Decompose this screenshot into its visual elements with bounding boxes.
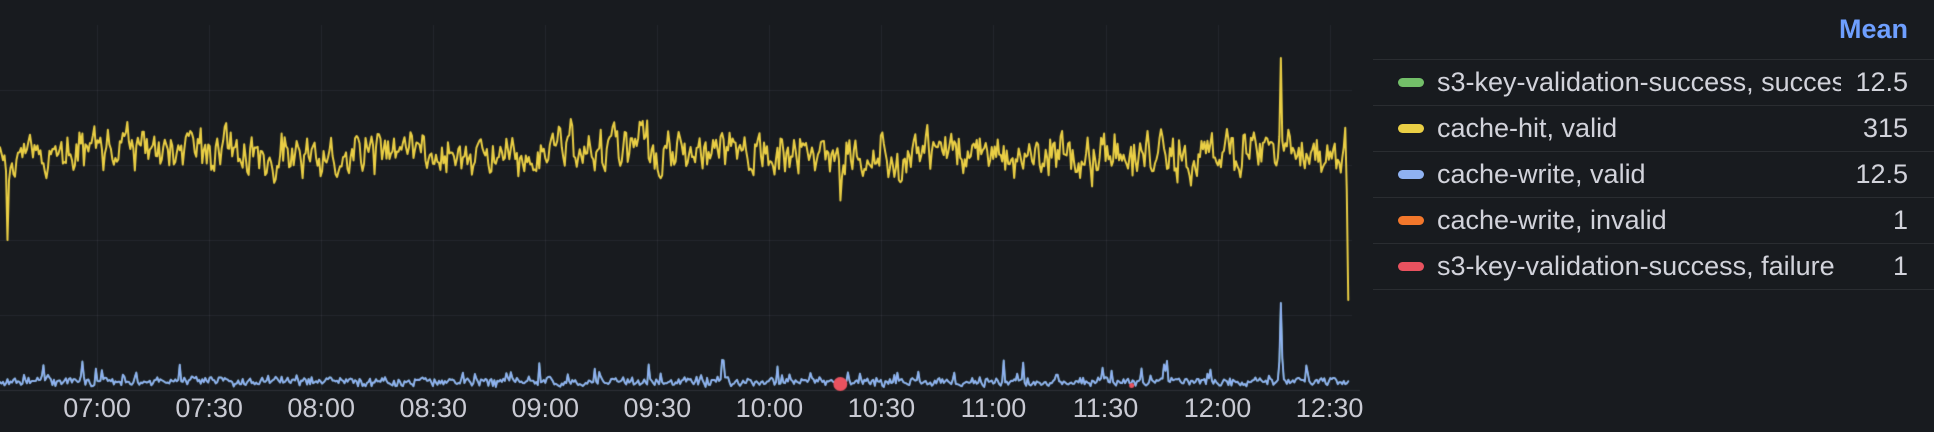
x-tick-label: 07:00 (63, 393, 131, 423)
legend-row[interactable]: s3-key-validation-success, failure 1 (1373, 244, 1934, 290)
x-tick-label: 12:30 (1295, 393, 1364, 423)
series-label[interactable]: cache-hit, valid (1437, 113, 1618, 143)
series-mean-value: 12.5 (1855, 67, 1908, 97)
series-mean-value: 1 (1892, 251, 1908, 281)
legend-table: Mean s3-key-validation-success, success … (1373, 0, 1934, 290)
mean-column-header[interactable]: Mean (1838, 14, 1908, 44)
x-tick-label: 12:00 (1183, 393, 1252, 423)
x-tick-label: 09:30 (623, 393, 692, 423)
series-mean-value: 1 (1892, 205, 1908, 235)
series-label[interactable]: cache-write, invalid (1437, 205, 1667, 235)
legend-row[interactable]: s3-key-validation-success, success 12.5 (1373, 60, 1934, 106)
legend-row[interactable]: cache-write, invalid 1 (1373, 198, 1934, 244)
series-label[interactable]: s3-key-validation-success, success (1437, 67, 1842, 97)
x-tick-label: 11:30 (1072, 393, 1139, 423)
series-color-swatch[interactable] (1398, 262, 1424, 271)
legend-header-row: Mean (1373, 0, 1934, 60)
series-mean-value: 315 (1862, 113, 1908, 143)
x-tick-label: 10:30 (847, 393, 916, 423)
x-tick-label: 08:00 (287, 393, 355, 423)
x-tick-label: 11:00 (960, 393, 1027, 423)
legend-row[interactable]: cache-hit, valid 315 (1373, 106, 1934, 152)
series-mean-value: 12.5 (1855, 159, 1908, 189)
series-color-swatch[interactable] (1398, 216, 1424, 225)
x-tick-label: 09:00 (511, 393, 580, 423)
series-color-swatch[interactable] (1398, 78, 1424, 87)
x-tick-label: 10:00 (735, 393, 804, 423)
series-color-swatch[interactable] (1398, 170, 1424, 179)
x-tick-label: 08:30 (399, 393, 468, 423)
series-label[interactable]: s3-key-validation-success, failure (1437, 251, 1835, 281)
legend-row[interactable]: cache-write, valid 12.5 (1373, 152, 1934, 198)
series-label[interactable]: cache-write, valid (1437, 159, 1646, 189)
series-color-swatch[interactable] (1398, 124, 1424, 133)
x-tick-label: 07:30 (175, 393, 243, 423)
